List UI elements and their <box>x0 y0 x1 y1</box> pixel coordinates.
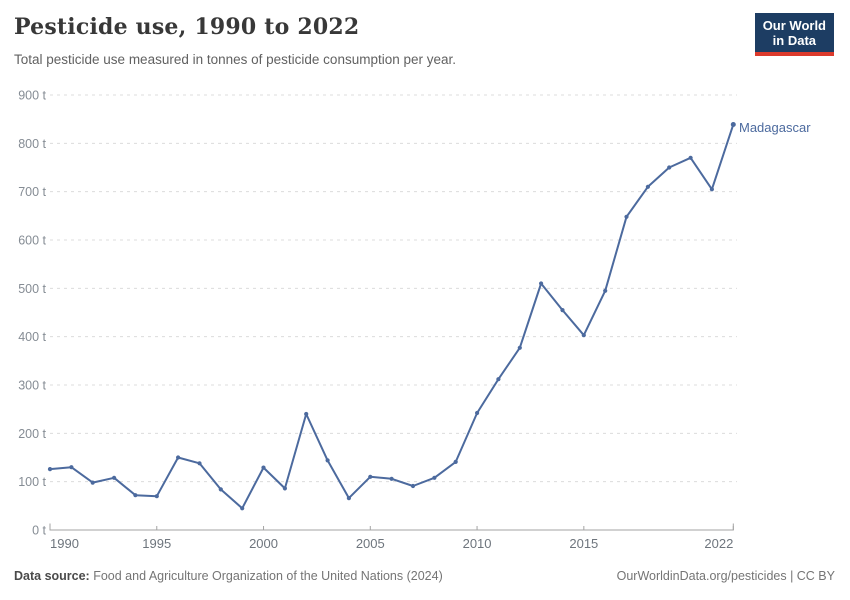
data-point-1994[interactable] <box>133 493 138 498</box>
data-point-2002[interactable] <box>304 411 309 417</box>
x-tick-label-2022: 2022 <box>704 536 733 551</box>
owid-logo-line1: Our World <box>762 18 826 33</box>
data-point-2003[interactable] <box>325 458 330 463</box>
data-point-2014[interactable] <box>560 308 565 313</box>
data-source-note[interactable]: Data source: Food and Agriculture Organi… <box>14 569 443 583</box>
data-point-1995[interactable] <box>154 494 159 499</box>
data-point-1999[interactable] <box>240 506 245 511</box>
data-point-2009[interactable] <box>453 459 458 464</box>
y-tick-label-700: 700 t <box>18 185 46 199</box>
series-line-madagascar[interactable] <box>49 123 735 510</box>
data-source-label: Data source: <box>14 569 90 583</box>
owid-logo[interactable]: Our World in Data <box>754 13 834 56</box>
data-point-2011[interactable] <box>496 377 501 382</box>
data-point-1990[interactable] <box>47 467 53 472</box>
data-source-value: Food and Agriculture Organization of the… <box>93 569 443 583</box>
x-tick-label-2015: 2015 <box>569 536 598 551</box>
data-point-2015[interactable] <box>581 333 586 338</box>
data-point-2004[interactable] <box>346 496 351 501</box>
chart-subtitle: Total pesticide use measured in tonnes o… <box>14 52 457 67</box>
data-point-2005[interactable] <box>368 474 373 479</box>
data-point-2007[interactable] <box>410 483 416 489</box>
data-point-1991[interactable] <box>69 465 74 470</box>
y-tick-label-100: 100 t <box>18 475 46 489</box>
data-point-1998[interactable] <box>218 487 223 492</box>
x-tick-label-2000: 2000 <box>249 536 278 551</box>
data-point-1993[interactable] <box>112 475 117 480</box>
data-point-2019[interactable] <box>667 165 672 170</box>
data-point-2006[interactable] <box>389 476 394 481</box>
data-point-1996[interactable] <box>176 455 181 460</box>
owid-logo-line2: in Data <box>772 33 817 48</box>
data-point-2022[interactable] <box>730 122 736 127</box>
y-tick-label-800: 800 t <box>18 137 46 151</box>
data-point-2008[interactable] <box>432 475 437 480</box>
data-point-2020[interactable] <box>688 155 693 160</box>
y-tick-label-0: 0 t <box>32 524 46 538</box>
data-point-2012[interactable] <box>517 345 522 350</box>
data-point-2000[interactable] <box>261 465 266 470</box>
data-point-2001[interactable] <box>282 486 287 491</box>
data-point-2016[interactable] <box>603 288 608 293</box>
y-tick-label-200: 200 t <box>18 427 46 441</box>
y-tick-label-900: 900 t <box>18 89 46 103</box>
x-tick-label-2005: 2005 <box>356 536 385 551</box>
y-tick-label-600: 600 t <box>18 234 46 248</box>
x-tick-label-2010: 2010 <box>463 536 492 551</box>
series-label-madagascar[interactable]: Madagascar <box>739 120 811 135</box>
y-tick-label-300: 300 t <box>18 379 46 393</box>
data-point-1992[interactable] <box>90 480 95 485</box>
data-point-1997[interactable] <box>197 461 202 466</box>
page-title: Pesticide use, 1990 to 2022 <box>14 14 360 40</box>
y-tick-label-500: 500 t <box>18 282 46 296</box>
x-tick-label-1990: 1990 <box>50 536 79 551</box>
data-point-2021[interactable] <box>709 187 715 192</box>
data-point-2018[interactable] <box>645 184 651 189</box>
footer-url-license[interactable]: OurWorldinData.org/pesticides | CC BY <box>616 569 835 583</box>
data-point-2017[interactable] <box>624 214 629 219</box>
y-tick-label-400: 400 t <box>18 330 46 344</box>
data-point-2013[interactable] <box>539 281 544 286</box>
x-tick-label-1995: 1995 <box>142 536 171 551</box>
data-point-2010[interactable] <box>475 410 480 416</box>
